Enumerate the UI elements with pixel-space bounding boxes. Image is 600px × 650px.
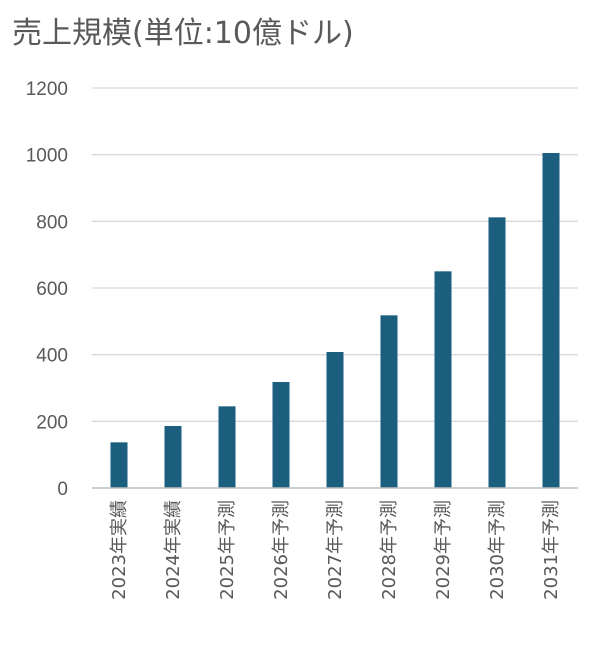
- x-tick-label: 2030年予測: [487, 500, 508, 600]
- y-tick-label: 200: [36, 412, 68, 433]
- y-tick-label: 1000: [26, 146, 68, 167]
- bar: [326, 352, 344, 488]
- x-tick-label: 2024年実績: [163, 500, 184, 600]
- y-tick-label: 0: [57, 479, 68, 500]
- bars: [110, 153, 560, 489]
- y-tick-label: 600: [36, 279, 68, 300]
- bar: [110, 442, 128, 488]
- bar: [434, 271, 452, 488]
- x-tick-label: 2031年予測: [541, 500, 562, 600]
- y-axis-tick-labels: 0 200 400 600 800 1000 1200: [26, 79, 68, 500]
- x-tick-label: 2027年予測: [325, 500, 346, 600]
- x-tick-label: 2028年予測: [379, 500, 400, 600]
- bar: [488, 217, 506, 489]
- bar: [380, 315, 398, 488]
- bar: [542, 153, 560, 488]
- y-tick-label: 800: [36, 212, 68, 233]
- x-tick-label: 2029年予測: [433, 500, 454, 600]
- y-tick-label: 1200: [26, 79, 68, 100]
- y-tick-label: 400: [36, 346, 68, 367]
- chart-title: 売上規模(単位:10億ドル): [12, 16, 354, 51]
- bar: [164, 426, 182, 488]
- x-tick-label: 2023年実績: [109, 500, 130, 600]
- x-tick-label: 2025年予測: [217, 500, 238, 600]
- x-axis-tick-labels: 2023年実績 2024年実績 2025年予測 2026年予測 2027年予測 2028年…: [109, 500, 562, 600]
- x-tick-label: 2026年予測: [271, 500, 292, 600]
- bar: [272, 382, 290, 488]
- bar: [218, 406, 236, 488]
